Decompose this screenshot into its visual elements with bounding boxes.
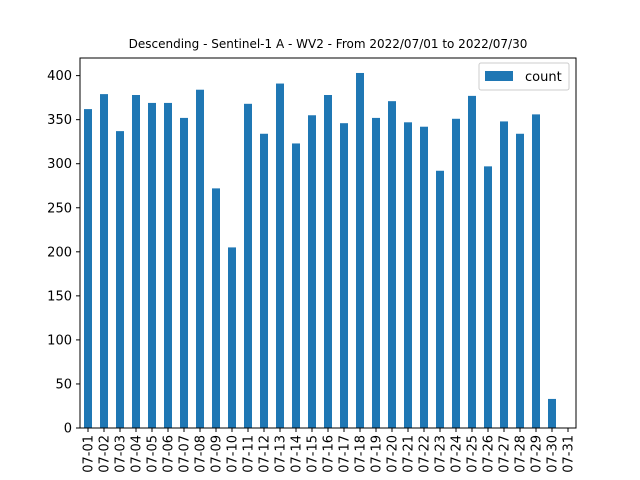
x-tick-label-07-04: 07-04 — [130, 435, 145, 473]
y-tick-label-0: 0 — [64, 422, 72, 437]
y-tick-label-400: 400 — [47, 69, 72, 84]
x-tick-label-07-05: 07-05 — [146, 435, 161, 473]
x-tick-label-07-27: 07-27 — [498, 435, 513, 473]
x-tick-label-07-20: 07-20 — [386, 435, 401, 473]
x-tick-label-07-15: 07-15 — [306, 435, 321, 473]
bar-07-24 — [452, 118, 460, 429]
x-tick-label-07-23: 07-23 — [434, 435, 449, 473]
x-tick-label-07-12: 07-12 — [258, 435, 273, 473]
bar-07-28 — [516, 133, 524, 428]
bar-07-26 — [484, 166, 492, 428]
y-tick-label-100: 100 — [47, 333, 72, 348]
x-tick-label-07-28: 07-28 — [514, 435, 529, 473]
bar-07-08 — [196, 89, 204, 428]
bar-07-22 — [420, 126, 428, 428]
y-tick-label-150: 150 — [47, 289, 72, 304]
x-tick-label-07-18: 07-18 — [354, 435, 369, 473]
chart-title: Descending - Sentinel-1 A - WV2 - From 2… — [129, 37, 528, 51]
x-axis: 07-01 07-02 07-03 07-04 07-05 07-06 07-07 07-08… — [82, 428, 577, 473]
y-tick-label-350: 350 — [47, 113, 72, 128]
bar-07-03 — [116, 131, 124, 428]
x-tick-label-07-02: 07-02 — [98, 435, 113, 473]
bar-07-11 — [244, 103, 252, 429]
x-tick-label-07-01: 07-01 — [82, 435, 97, 473]
legend-box — [478, 62, 570, 91]
legend-swatch-count — [485, 71, 513, 81]
bar-07-15 — [308, 115, 316, 428]
bar-07-05 — [148, 102, 156, 428]
x-tick-label-07-07: 07-07 — [178, 435, 193, 473]
x-tick-label-07-29: 07-29 — [530, 435, 545, 473]
legend-label-count: count — [525, 70, 562, 85]
legend: count — [478, 62, 570, 91]
bar-07-01 — [84, 109, 92, 428]
x-tick-label-07-16: 07-16 — [322, 435, 337, 473]
bar-07-14 — [292, 143, 300, 428]
x-tick-label-07-13: 07-13 — [274, 435, 289, 473]
bars-group — [84, 72, 556, 429]
bar-07-16 — [324, 95, 332, 428]
plot-frame — [79, 57, 577, 429]
bar-07-25 — [468, 95, 476, 428]
bar-07-10 — [228, 247, 236, 428]
bar-07-18 — [356, 72, 364, 428]
x-tick-label-07-24: 07-24 — [450, 435, 465, 473]
bar-07-02 — [100, 94, 108, 428]
bar-07-19 — [372, 117, 380, 429]
bar-07-21 — [404, 122, 412, 429]
y-axis: 0 50 100 150 200 250 300 350 400 — [47, 69, 80, 437]
bar-07-13 — [276, 83, 284, 429]
x-tick-label-07-22: 07-22 — [418, 435, 433, 473]
bar-07-27 — [500, 121, 508, 428]
y-tick-label-300: 300 — [47, 157, 72, 172]
x-tick-label-07-30: 07-30 — [546, 435, 561, 473]
bar-07-07 — [180, 117, 188, 429]
x-tick-label-07-14: 07-14 — [290, 435, 305, 473]
y-tick-label-50: 50 — [55, 377, 72, 392]
x-tick-label-07-10: 07-10 — [226, 435, 241, 473]
y-tick-label-250: 250 — [47, 201, 72, 216]
x-tick-label-07-06: 07-06 — [162, 435, 177, 473]
x-tick-label-07-19: 07-19 — [370, 435, 385, 473]
x-tick-label-07-31: 07-31 — [562, 435, 577, 473]
x-tick-label-07-09: 07-09 — [210, 435, 225, 473]
bar-07-17 — [340, 123, 348, 428]
x-tick-label-07-11: 07-11 — [242, 435, 257, 473]
x-tick-label-07-17: 07-17 — [338, 435, 353, 473]
bar-07-12 — [260, 133, 268, 428]
y-tick-label-200: 200 — [47, 245, 72, 260]
bar-07-04 — [132, 95, 140, 428]
bar-07-30 — [548, 398, 556, 428]
bar-07-29 — [532, 114, 540, 428]
x-tick-label-07-26: 07-26 — [482, 435, 497, 473]
x-tick-label-07-25: 07-25 — [466, 435, 481, 473]
bar-07-23 — [436, 170, 444, 428]
bar-07-06 — [164, 102, 172, 428]
x-tick-label-07-08: 07-08 — [194, 435, 209, 473]
x-tick-label-07-21: 07-21 — [402, 435, 417, 473]
bar-07-09 — [212, 188, 220, 428]
x-tick-label-07-03: 07-03 — [114, 435, 129, 473]
bar-07-20 — [388, 101, 396, 429]
